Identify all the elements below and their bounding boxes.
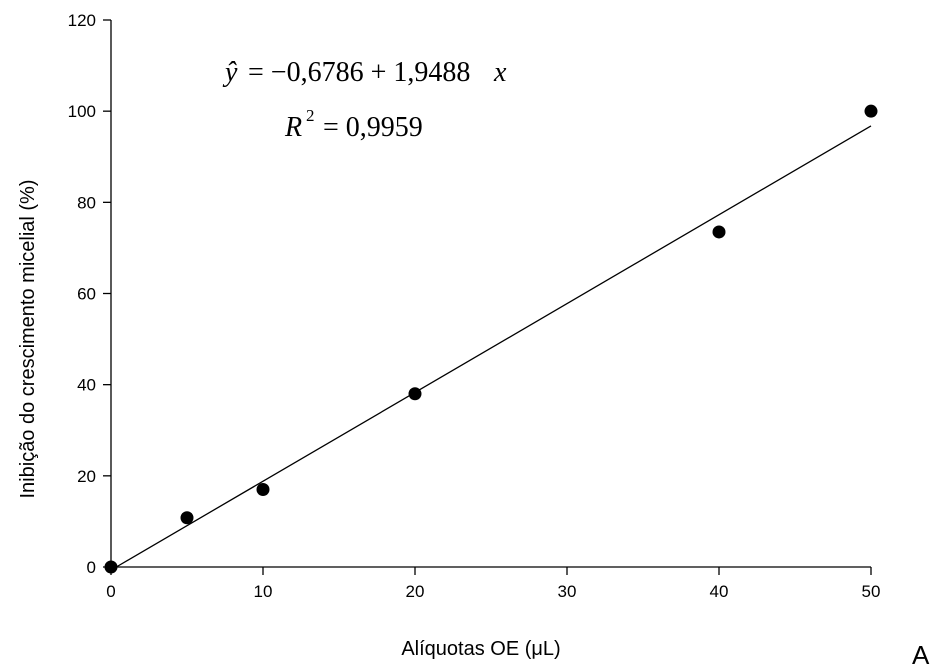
equation-variable: x xyxy=(493,57,507,88)
x-tick-label: 20 xyxy=(406,582,425,601)
regression-line-group xyxy=(115,125,872,568)
y-tick-label: 80 xyxy=(77,193,96,212)
x-axis-title: Alíquotas OE (μL) xyxy=(401,638,560,660)
y-tick-label: 40 xyxy=(77,376,96,395)
axes-group xyxy=(110,20,871,568)
r2-symbol: R xyxy=(284,112,302,143)
regression-equation: ŷ = −0,6786 + 1,9488 x xyxy=(222,57,507,88)
data-point xyxy=(712,225,726,239)
r2-superscript: 2 xyxy=(306,106,315,125)
y-ticks-group: 0 20 40 60 80 100 120 xyxy=(68,11,111,577)
data-point xyxy=(180,511,194,525)
y-tick-label: 100 xyxy=(68,102,96,121)
y-tick-label: 60 xyxy=(77,285,96,304)
equation-rhs: = −0,6786 + 1,9488 xyxy=(248,57,470,88)
x-tick-label: 50 xyxy=(862,582,881,601)
r2-value: = 0,9959 xyxy=(323,112,423,143)
data-points-group xyxy=(104,104,878,574)
x-ticks-group: 0 10 20 30 40 50 xyxy=(106,567,880,601)
y-axis-title: Inibição do crescimento micelial (%) xyxy=(17,179,39,498)
x-tick-label: 10 xyxy=(254,582,273,601)
y-tick-label: 20 xyxy=(77,467,96,486)
regression-line xyxy=(115,125,872,568)
data-point xyxy=(256,483,270,497)
y-tick-label: 0 xyxy=(87,558,96,577)
equation-lhs: ŷ xyxy=(222,57,238,88)
data-point xyxy=(104,560,118,574)
y-tick-label: 120 xyxy=(68,11,96,30)
x-tick-label: 30 xyxy=(558,582,577,601)
panel-label: A xyxy=(912,640,930,666)
r-squared-annotation: R 2 = 0,9959 xyxy=(284,106,423,143)
x-tick-label: 0 xyxy=(106,582,115,601)
data-point xyxy=(408,387,422,401)
x-tick-label: 40 xyxy=(710,582,729,601)
data-point xyxy=(864,104,878,118)
